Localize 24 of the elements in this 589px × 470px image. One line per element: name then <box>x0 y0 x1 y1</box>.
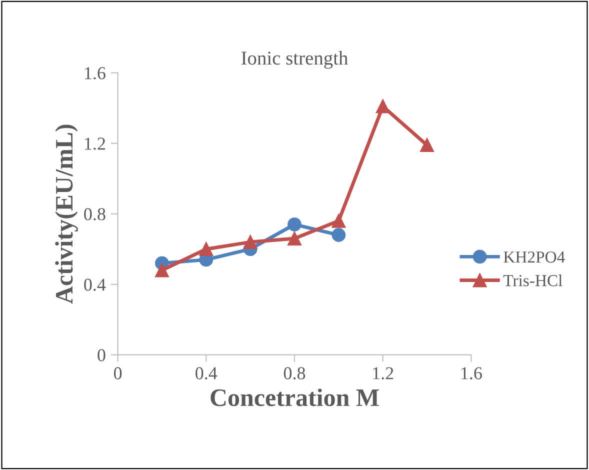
x-tick-label: 0.4 <box>196 367 218 380</box>
point <box>199 242 214 256</box>
point <box>155 263 169 278</box>
x-axis-title: Concetration M <box>210 388 379 406</box>
point <box>288 217 302 232</box>
y-tick-label: 1.6 <box>85 67 106 80</box>
x-tick-label: 1.2 <box>373 367 394 380</box>
point <box>376 99 390 114</box>
x-tick-label: 1.6 <box>462 367 482 380</box>
point <box>243 235 258 249</box>
point <box>332 214 346 228</box>
x-tick-label: 0.8 <box>284 367 306 380</box>
point <box>332 228 346 242</box>
y-tick-label: 0 <box>98 349 106 362</box>
point <box>288 232 302 246</box>
y-tick-label: 1.2 <box>85 138 105 150</box>
chart-title: Ionic strength <box>241 51 348 69</box>
y-tick-label: 0.4 <box>84 278 106 291</box>
x-tick-label: 0 <box>114 367 122 380</box>
y-tick-label: 0.8 <box>84 208 106 220</box>
point <box>420 138 434 152</box>
legend-label: KH2PO4 <box>504 251 565 263</box>
legend-label: Tris-HCl <box>503 274 562 286</box>
y-axis-title: Activity(EU/mL) <box>55 124 78 304</box>
